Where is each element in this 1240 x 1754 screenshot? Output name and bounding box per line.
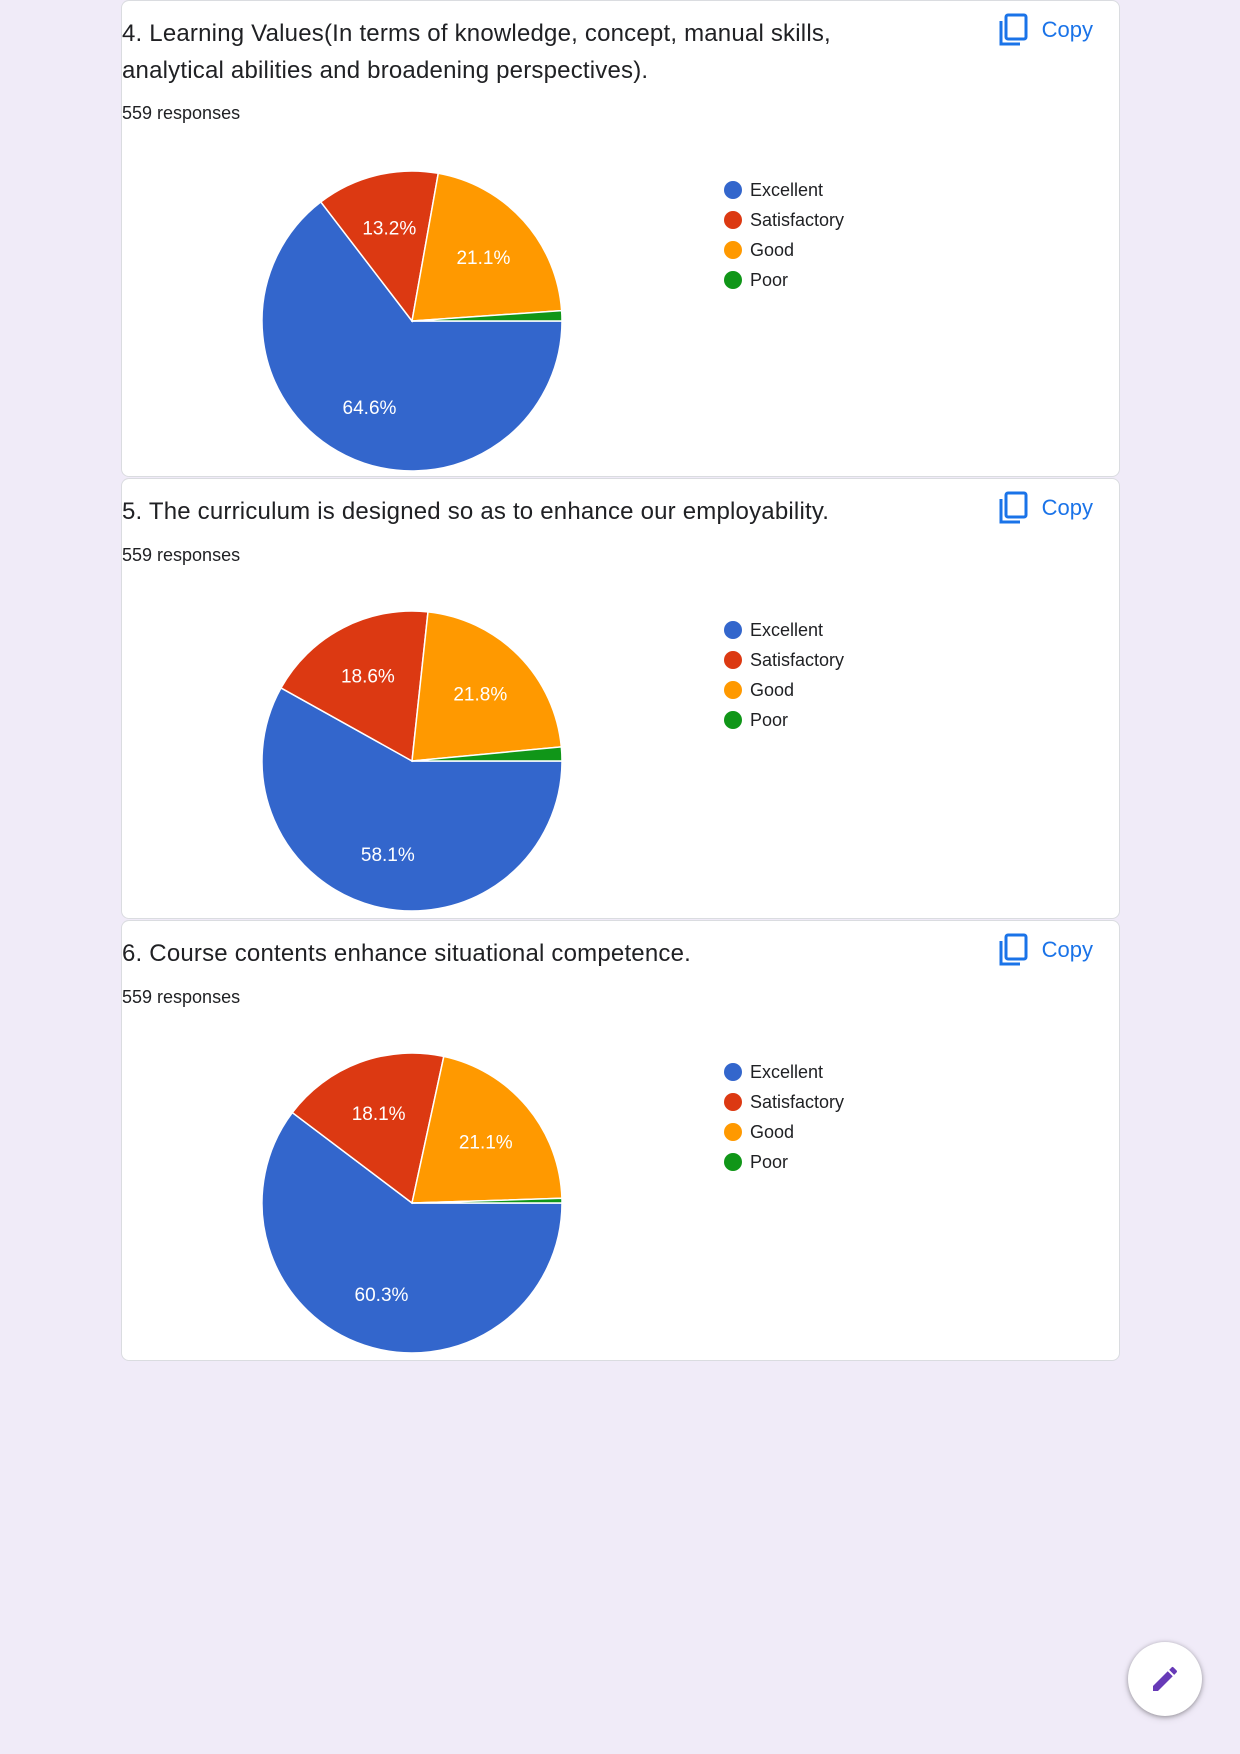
legend-label: Good [750, 1121, 795, 1142]
copy-label: Copy [1041, 937, 1093, 962]
question-title: 4. Learning Values(In terms of knowledge… [122, 20, 831, 84]
pie-slice-excellent [262, 1111, 562, 1353]
pie-data-label: 18.6% [341, 667, 395, 688]
pencil-icon [1153, 1666, 1178, 1691]
legend-item-excellent: Excellent [724, 1057, 844, 1087]
legend-label: Excellent [750, 619, 824, 640]
pie-data-label: 21.1% [456, 248, 510, 269]
pie-data-label: 64.6% [343, 398, 397, 419]
legend-label: Excellent [750, 1061, 824, 1082]
chart-legend: Excellent Satisfactory Good Poor [724, 615, 844, 735]
edit-button[interactable] [1128, 1642, 1202, 1716]
copy-button[interactable]: Copy [998, 491, 1093, 525]
response-count: 559 responses [122, 103, 241, 123]
legend-swatch [724, 681, 742, 699]
question-title: 5. The curriculum is designed so as to e… [122, 498, 830, 525]
legend-label: Satisfactory [750, 649, 845, 670]
legend-swatch [724, 651, 742, 669]
legend-item-poor: Poor [724, 1147, 844, 1177]
response-count: 559 responses [122, 987, 241, 1007]
legend-item-excellent: Excellent [724, 175, 844, 205]
copy-label: Copy [1041, 495, 1093, 520]
legend-item-satisfactory: Satisfactory [724, 205, 844, 235]
legend-swatch [724, 211, 742, 229]
copy-icon [999, 933, 1028, 966]
legend-swatch [724, 1093, 742, 1111]
legend-label: Good [750, 679, 795, 700]
legend-item-poor: Poor [724, 265, 844, 295]
legend-swatch [724, 241, 742, 259]
copy-icon [999, 13, 1028, 46]
chart-legend: Excellent Satisfactory Good Poor [724, 1057, 844, 1177]
legend-item-satisfactory: Satisfactory [724, 645, 844, 675]
legend-item-good: Good [724, 675, 844, 705]
pie-chart: 60.3% 18.1% 21.1% [262, 1053, 562, 1353]
copy-button[interactable]: Copy [998, 933, 1093, 967]
pie-slice-satisfactory [279, 611, 429, 763]
copy-button[interactable]: Copy [998, 13, 1093, 47]
question-card-4: 4. Learning Values(In terms of knowledge… [121, 0, 1120, 477]
question-title: 6. Course contents enhance situational c… [122, 940, 692, 967]
pie-data-label: 21.8% [453, 685, 507, 706]
question-card-6: 6. Course contents enhance situational c… [121, 920, 1120, 1361]
pie-data-label: 18.1% [352, 1104, 406, 1125]
legend-label: Poor [750, 269, 789, 290]
legend-swatch [724, 1063, 742, 1081]
legend-label: Satisfactory [750, 1091, 845, 1112]
legend-label: Poor [750, 1151, 789, 1172]
legend-item-satisfactory: Satisfactory [724, 1087, 844, 1117]
legend-swatch [724, 271, 742, 289]
pie-slice-excellent [262, 200, 562, 471]
pie-slice-satisfactory [291, 1053, 445, 1205]
question-card-5: 5. The curriculum is designed so as to e… [121, 478, 1120, 919]
legend-label: Satisfactory [750, 209, 845, 230]
legend-swatch [724, 181, 742, 199]
pie-data-label: 58.1% [361, 845, 415, 866]
legend-swatch [724, 1153, 742, 1171]
copy-label: Copy [1041, 17, 1093, 42]
pie-data-label: 21.1% [459, 1133, 513, 1154]
pie-data-label: 60.3% [355, 1285, 409, 1306]
pie-slice-good [411, 172, 562, 322]
chart-legend: Excellent Satisfactory Good Poor [724, 175, 844, 295]
pie-slice-excellent [262, 686, 562, 911]
pie-slice-good [411, 1055, 562, 1204]
legend-item-good: Good [724, 1117, 844, 1147]
legend-label: Poor [750, 709, 789, 730]
pie-chart: 64.6% 13.2% 21.1% [262, 171, 562, 471]
pie-data-label: 13.2% [362, 219, 416, 240]
pie-slice-satisfactory [319, 171, 440, 323]
legend-swatch [724, 621, 742, 639]
legend-item-excellent: Excellent [724, 615, 844, 645]
legend-swatch [724, 1123, 742, 1141]
response-count: 559 responses [122, 545, 241, 565]
legend-label: Excellent [750, 179, 824, 200]
copy-icon [999, 491, 1028, 524]
legend-item-good: Good [724, 235, 844, 265]
pie-chart: 58.1% 18.6% 21.8% [262, 611, 562, 911]
legend-swatch [724, 711, 742, 729]
legend-label: Good [750, 239, 795, 260]
pie-slice-good [411, 611, 562, 762]
legend-item-poor: Poor [724, 705, 844, 735]
